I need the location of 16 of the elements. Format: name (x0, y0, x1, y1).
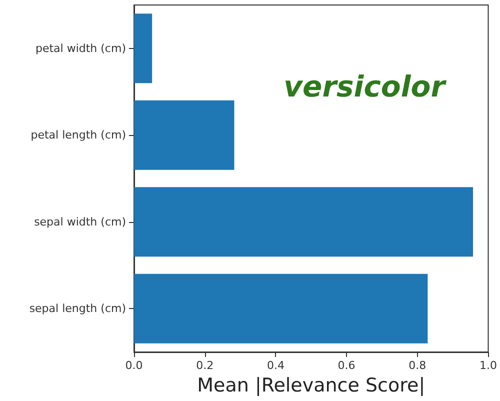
y-tick-label: petal length (cm) (30, 128, 126, 142)
y-tick-label: sepal length (cm) (29, 302, 126, 316)
x-axis-title: Mean |Relevance Score| (197, 374, 426, 396)
bar (134, 187, 474, 257)
x-tick-label: 0.8 (408, 359, 426, 372)
y-tick-label: sepal width (cm) (34, 215, 126, 228)
x-tick-label: 1.0 (480, 359, 498, 372)
x-tick-label: 0.6 (338, 359, 356, 372)
bar (134, 100, 234, 170)
x-tick-label: 0.2 (196, 359, 214, 372)
bar (134, 14, 152, 84)
x-tick-label: 0.4 (266, 359, 284, 372)
x-tick-label: 0.0 (125, 359, 143, 372)
y-tick-label: petal width (cm) (35, 42, 126, 55)
annotation: versicolor (284, 70, 447, 104)
bar (134, 274, 428, 344)
